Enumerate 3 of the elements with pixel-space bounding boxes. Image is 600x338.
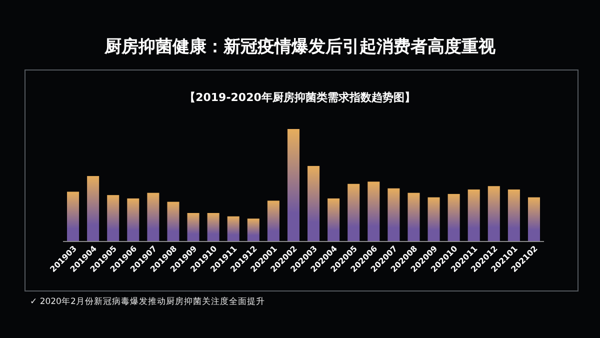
chart-title: 厨房抑菌健康：新冠疫情爆发后引起消费者高度重视 (104, 37, 496, 57)
text: ✓ 2020年2月份新冠病毒爆发推动厨房抑菌关注度全面提升 (30, 296, 265, 307)
chart-subtitle: 【2019-2020年厨房抑菌类需求指数趋势图】 (184, 91, 416, 104)
